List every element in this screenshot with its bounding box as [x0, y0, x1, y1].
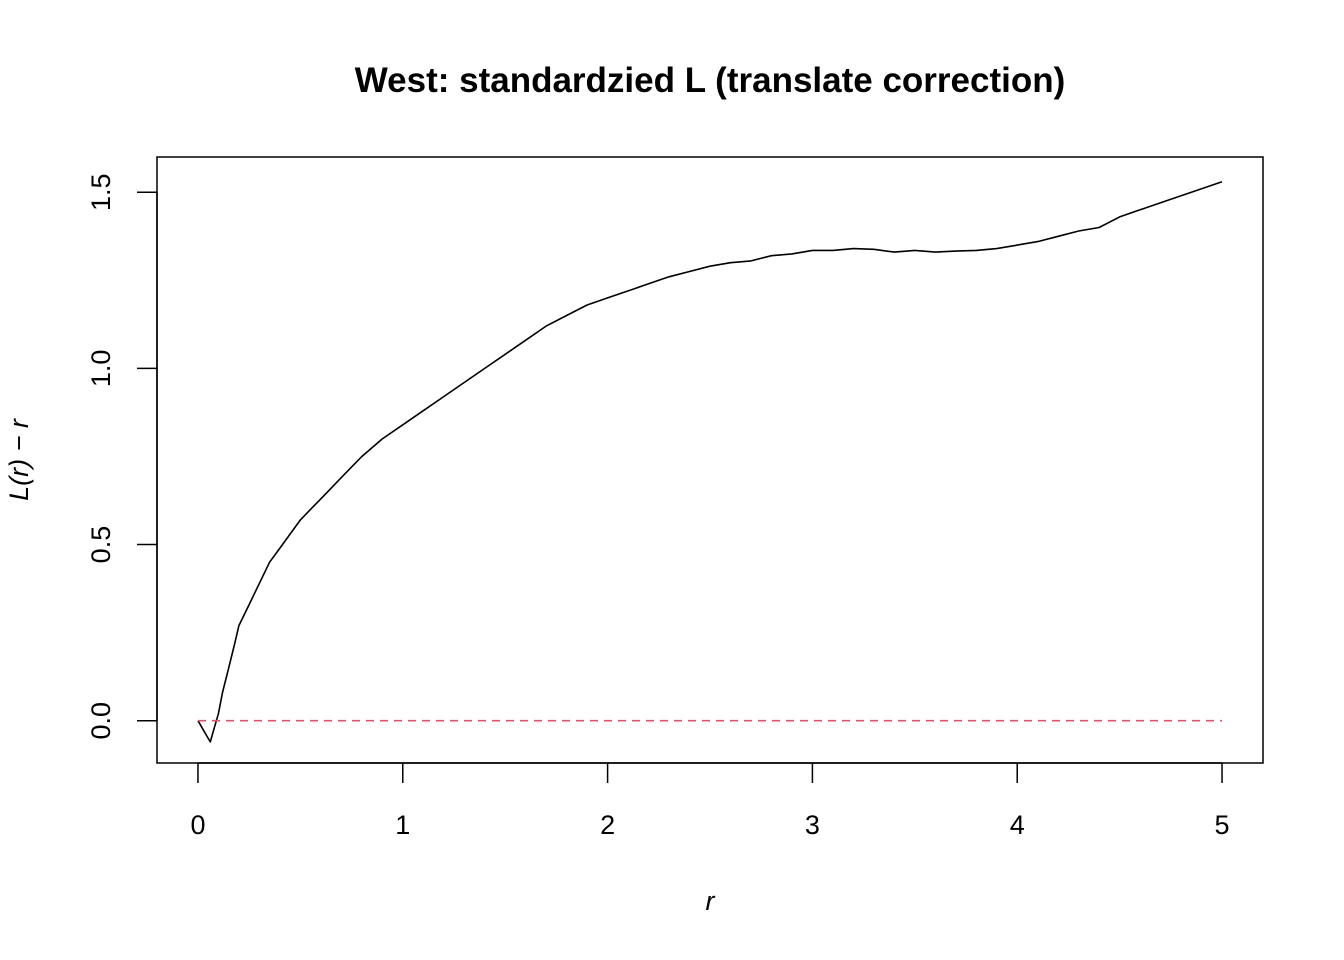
- x-tick-label: 0: [190, 810, 205, 840]
- x-tick-label: 3: [805, 810, 820, 840]
- x-tick-label: 2: [600, 810, 615, 840]
- plot-frame: [156, 156, 1264, 764]
- y-axis: 0.0 0.5 1.0 1.5: [86, 173, 158, 740]
- y-tick-label: 1.5: [86, 173, 116, 211]
- chart-title: West: standardzied L (translate correcti…: [355, 61, 1066, 100]
- x-tick-label: 4: [1010, 810, 1025, 840]
- series-line-observed: [197, 180, 1223, 743]
- y-tick-label: 0.5: [86, 526, 116, 564]
- y-axis-label: L(r) − r: [4, 418, 34, 501]
- y-tick-label: 1.0: [86, 350, 116, 388]
- x-tick-label: 1: [395, 810, 410, 840]
- y-tick-label: 0.0: [86, 702, 116, 740]
- x-axis: 0 1 2 3 4 5: [190, 762, 1230, 840]
- series-layer: [197, 180, 1223, 743]
- x-axis-label: r: [706, 886, 716, 916]
- x-tick-label: 5: [1215, 810, 1230, 840]
